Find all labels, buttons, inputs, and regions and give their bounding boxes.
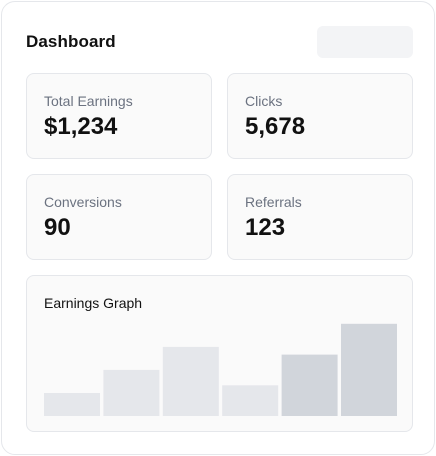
- graph-title: Earnings Graph: [44, 295, 143, 311]
- stat-label: Total Earnings: [44, 93, 133, 109]
- page-title: Dashboard: [26, 32, 116, 51]
- chart-bar-2: [103, 369, 160, 416]
- chart-bar-1: [44, 393, 100, 416]
- earnings-bar-chart: [44, 323, 397, 416]
- stat-card-referrals: Referrals 123: [227, 174, 413, 260]
- chart-bar-4: [222, 385, 279, 416]
- stat-label: Conversions: [44, 194, 122, 210]
- stat-card-conversions: Conversions 90: [26, 174, 212, 260]
- stat-value: 123: [245, 214, 286, 241]
- stat-label: Clicks: [245, 93, 283, 109]
- stat-value: 5,678: [245, 113, 306, 140]
- chart-bar-5: [281, 354, 338, 416]
- stat-value: 90: [44, 214, 71, 241]
- chart-bar-3: [162, 346, 219, 416]
- stat-card-clicks: Clicks 5,678: [227, 73, 413, 159]
- stat-card-total-earnings: Total Earnings $1,234: [26, 73, 212, 159]
- header-action-button[interactable]: [317, 26, 413, 58]
- chart-bar-6: [341, 323, 397, 416]
- stat-label: Referrals: [245, 194, 302, 210]
- stat-value: $1,234: [44, 113, 118, 140]
- earnings-graph-card: Earnings Graph: [26, 275, 413, 432]
